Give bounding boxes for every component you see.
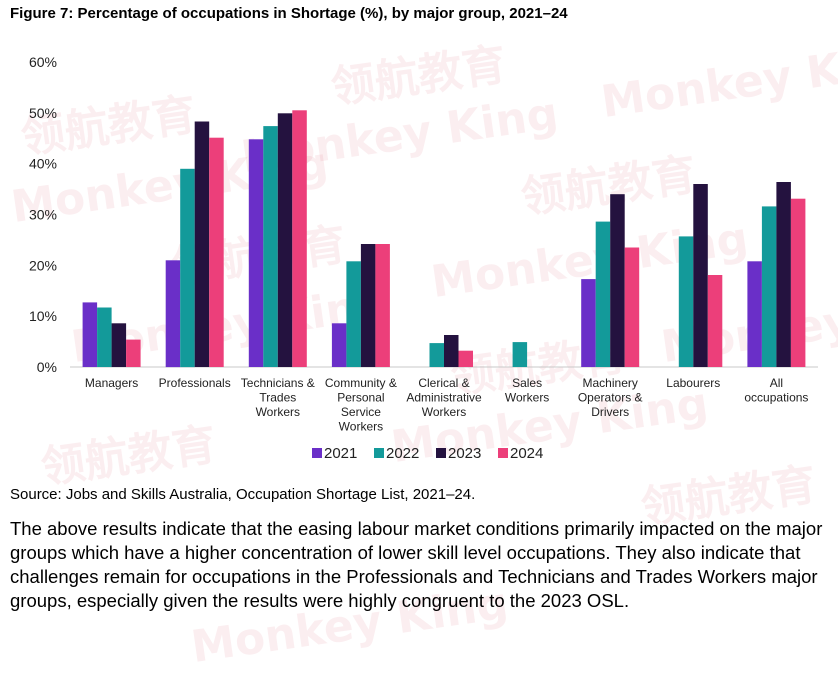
bar-2021 [248, 139, 264, 367]
y-tick-label: 40% [29, 156, 57, 172]
bar-2022 [429, 343, 444, 367]
x-tick-label: Labourers [666, 376, 720, 390]
bar-2023 [444, 335, 459, 367]
source-note: Source: Jobs and Skills Australia, Occup… [10, 486, 476, 503]
bar-2023 [693, 184, 708, 367]
y-tick-label: 50% [29, 105, 57, 121]
bar-2024 [707, 275, 723, 367]
legend-label: 2022 [386, 445, 419, 462]
bar-2023 [111, 323, 127, 367]
bar-2022 [678, 236, 694, 367]
bar-2022 [97, 307, 112, 367]
bar-2024 [292, 110, 307, 368]
bar-2024 [375, 244, 390, 367]
y-tick-label: 0% [37, 359, 57, 375]
bar-2024 [458, 350, 473, 367]
bar-2023 [277, 113, 293, 367]
y-tick-label: 30% [29, 207, 57, 223]
bar-2023 [360, 244, 376, 367]
y-tick-label: 10% [29, 308, 57, 324]
legend: 2021 2022 2023 2024 [312, 445, 543, 462]
x-tick-label: Sales Workers [505, 376, 549, 405]
bar-2021 [331, 323, 347, 367]
bar-2022 [180, 168, 195, 368]
x-tick-label: Professionals [159, 376, 231, 390]
x-tick-label: Community & Personal Service Workers [325, 376, 397, 434]
bar-2024 [209, 137, 224, 367]
x-tick-label: Clerical & Administrative Workers [406, 376, 482, 419]
legend-swatch [312, 448, 322, 458]
legend-swatch [498, 448, 508, 458]
bar-2021 [747, 261, 762, 367]
bars [82, 110, 806, 368]
bar-2022 [512, 342, 528, 367]
bar-2021 [165, 260, 181, 368]
bar-2023 [194, 121, 210, 367]
x-axis-labels: Managers Professionals Technicians & Trades… [85, 376, 809, 434]
x-tick-label: Technicians & Trades Workers [241, 376, 315, 419]
bar-2022 [263, 126, 278, 367]
bar-2022 [761, 206, 777, 367]
x-tick-label: All occupations [744, 376, 808, 405]
y-tick-label: 20% [29, 257, 57, 273]
bar-2024 [624, 247, 640, 367]
bar-2023 [776, 182, 791, 367]
y-tick-label: 60% [29, 54, 57, 70]
x-tick-label: Machinery Operators & Drivers [578, 376, 643, 419]
bar-2024 [126, 339, 141, 367]
legend-label: 2024 [510, 445, 543, 462]
legend-label: 2023 [448, 445, 481, 462]
bar-2022 [595, 221, 611, 367]
x-tick-label: Managers [85, 376, 138, 390]
legend-swatch [374, 448, 384, 458]
bar-chart: 0% 10% 20% 30% 40% 50% 60% Managers Professiona… [29, 54, 818, 462]
bar-2021 [581, 279, 596, 367]
bar-2024 [790, 198, 806, 367]
legend-label: 2021 [324, 445, 357, 462]
bar-2023 [610, 194, 625, 367]
body-paragraph: The above results indicate that the easi… [10, 518, 823, 611]
figure-title: Figure 7: Percentage of occupations in S… [10, 5, 568, 22]
bar-2022 [346, 261, 361, 367]
legend-swatch [436, 448, 446, 458]
bar-2021 [82, 302, 98, 367]
